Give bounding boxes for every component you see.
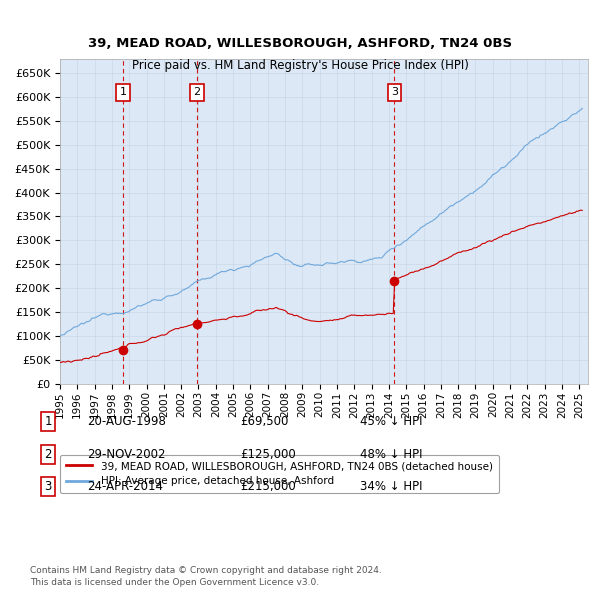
Text: 3: 3 [391, 87, 398, 97]
Text: Price paid vs. HM Land Registry's House Price Index (HPI): Price paid vs. HM Land Registry's House … [131, 59, 469, 72]
Text: 48% ↓ HPI: 48% ↓ HPI [360, 448, 422, 461]
Text: Contains HM Land Registry data © Crown copyright and database right 2024.
This d: Contains HM Land Registry data © Crown c… [30, 566, 382, 587]
Text: 45% ↓ HPI: 45% ↓ HPI [360, 415, 422, 428]
Text: 24-APR-2014: 24-APR-2014 [87, 480, 163, 493]
Text: 39, MEAD ROAD, WILLESBOROUGH, ASHFORD, TN24 0BS: 39, MEAD ROAD, WILLESBOROUGH, ASHFORD, T… [88, 37, 512, 50]
Text: 3: 3 [44, 480, 52, 493]
Text: 34% ↓ HPI: 34% ↓ HPI [360, 480, 422, 493]
Legend: 39, MEAD ROAD, WILLESBOROUGH, ASHFORD, TN24 0BS (detached house), HPI: Average p: 39, MEAD ROAD, WILLESBOROUGH, ASHFORD, T… [60, 455, 499, 493]
Text: 20-AUG-1998: 20-AUG-1998 [87, 415, 166, 428]
Text: 2: 2 [193, 87, 200, 97]
Text: 1: 1 [119, 87, 127, 97]
Text: £69,500: £69,500 [240, 415, 289, 428]
Text: 1: 1 [44, 415, 52, 428]
Text: £215,000: £215,000 [240, 480, 296, 493]
Text: 2: 2 [44, 448, 52, 461]
Text: £125,000: £125,000 [240, 448, 296, 461]
Text: 29-NOV-2002: 29-NOV-2002 [87, 448, 166, 461]
